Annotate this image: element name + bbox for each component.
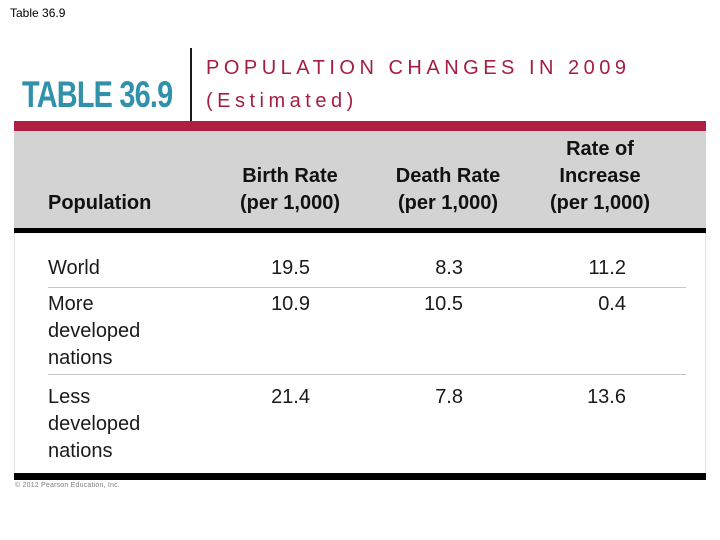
data-table: Population Birth Rate (per 1,000) Death Rat… — [14, 121, 706, 480]
row-label-line: World — [48, 257, 100, 279]
title-line-1: POPULATION CHANGES IN 2009 — [206, 57, 631, 79]
title-line-2: (Estimated) — [206, 90, 358, 112]
row-label: Less developed nations — [15, 384, 210, 465]
slide-label: Table 36.9 — [10, 6, 66, 20]
cell-value: 7.8 — [435, 386, 463, 408]
row-label: World — [15, 255, 210, 282]
heading-divider — [190, 48, 192, 121]
cell-value: 13.6 — [587, 386, 626, 408]
table-number-label: TABLE 36.9 — [22, 74, 173, 115]
row-divider — [48, 374, 686, 375]
table-row: World 19.5 8.3 11.2 — [15, 233, 705, 287]
column-header-line: Rate of — [566, 138, 634, 160]
column-header-line: (per 1,000) — [239, 192, 341, 214]
copyright: © 2012 Pearson Education, Inc. — [15, 482, 120, 489]
table-header-row: Population Birth Rate (per 1,000) Death Rat… — [14, 131, 706, 228]
column-header-2: Birth Rate (per 1,000) — [210, 163, 370, 228]
row-divider — [48, 287, 686, 288]
column-header-line: (per 1,000) — [549, 192, 651, 214]
row-label-line: developed — [48, 320, 141, 342]
row-label: More developed nations — [15, 291, 210, 372]
row-label-line: nations — [48, 347, 113, 369]
cell-value: 21.4 — [271, 386, 310, 408]
row-label-line: Less — [48, 386, 91, 408]
column-header-line: Death Rate — [395, 165, 501, 187]
cell-value: 10.5 — [424, 293, 463, 315]
column-header-1: Population — [14, 190, 210, 228]
column-header-line: Increase — [559, 165, 641, 187]
table-row: Less developed nations 21.4 7.8 13.6 — [15, 375, 705, 473]
table-row: More developed nations 10.9 10.5 0.4 — [15, 288, 705, 374]
cell-value: 0.4 — [598, 293, 626, 315]
table-accent-bar — [14, 121, 706, 131]
row-label-line: More — [48, 293, 94, 315]
slide-title: POPULATION CHANGES IN 2009 (Estimated) — [206, 52, 631, 118]
cell-value: 19.5 — [271, 257, 310, 279]
table-body: World 19.5 8.3 11.2 More developed nations 10.9… — [14, 233, 706, 473]
cell-value: 11.2 — [588, 257, 626, 279]
column-header-line: (per 1,000) — [397, 192, 499, 214]
row-label-line: developed — [48, 413, 141, 435]
row-label-line: nations — [48, 440, 113, 462]
column-header-4: Rate of Increase (per 1,000) — [526, 136, 706, 228]
column-header-3: Death Rate (per 1,000) — [370, 163, 526, 228]
column-header-line: Population — [48, 192, 152, 214]
table-bottom-rule — [14, 473, 706, 480]
cell-value: 10.9 — [271, 293, 310, 315]
column-header-line: Birth Rate — [242, 165, 338, 187]
cell-value: 8.3 — [435, 257, 463, 279]
header-rule — [14, 228, 706, 233]
